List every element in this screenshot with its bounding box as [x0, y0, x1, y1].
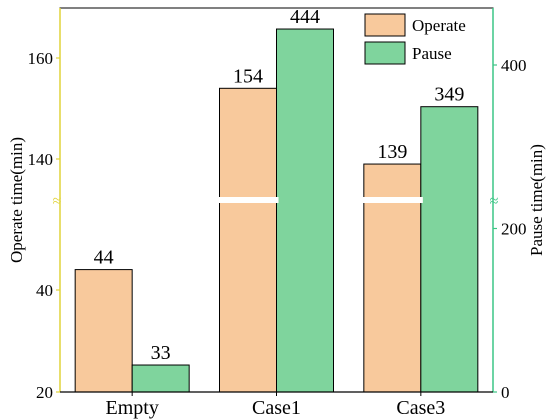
right-tick-label: 0 — [501, 383, 510, 402]
left-break-mark: ≈ — [53, 193, 62, 210]
left-axis-label: Operate time(min) — [7, 137, 26, 263]
pause-value-label: 33 — [151, 342, 171, 364]
right-tick-label: 400 — [501, 56, 527, 75]
left-tick-label: 140 — [28, 150, 54, 169]
pause-bar — [131, 364, 190, 393]
right-axis-ticks: 0 200 400 — [493, 56, 527, 402]
bar-break-band — [361, 197, 423, 203]
left-tick-label: 160 — [28, 49, 54, 68]
pause-value-label: 444 — [290, 6, 320, 28]
x-tick-label: Case1 — [252, 397, 301, 419]
bar-break-band — [217, 197, 279, 203]
x-axis-ticks: Empty Case1 Case3 — [60, 391, 493, 419]
bar-value-labels: 44 33 154 444 139 349 — [94, 6, 465, 364]
pause-bars — [131, 28, 479, 393]
axis-break-marks: ≈ ≈ — [53, 193, 499, 210]
right-tick-label: 200 — [501, 220, 527, 239]
operate-bar — [219, 87, 277, 393]
legend-swatch — [364, 41, 406, 65]
operate-bars — [74, 87, 422, 393]
left-tick-label: 40 — [36, 281, 53, 300]
right-axis-label: Pause time(min) — [527, 144, 546, 256]
operate-value-label: 139 — [377, 141, 407, 163]
pause-bar — [276, 28, 334, 393]
operate-value-label: 154 — [233, 65, 263, 87]
legend: Operate Pause — [364, 13, 466, 65]
legend-label: Pause — [412, 44, 452, 63]
pause-bar — [420, 106, 479, 393]
operate-bar — [74, 269, 133, 393]
legend-swatch — [364, 13, 406, 37]
x-tick-label: Empty — [105, 397, 158, 419]
pause-value-label: 349 — [434, 84, 464, 106]
operate-value-label: 44 — [94, 247, 114, 269]
x-tick-label: Case3 — [396, 397, 445, 419]
left-axis-ticks: 20 40 140 160 — [28, 49, 60, 402]
right-break-mark: ≈ — [490, 193, 499, 210]
left-tick-label: 20 — [36, 383, 53, 402]
legend-label: Operate — [412, 16, 466, 35]
